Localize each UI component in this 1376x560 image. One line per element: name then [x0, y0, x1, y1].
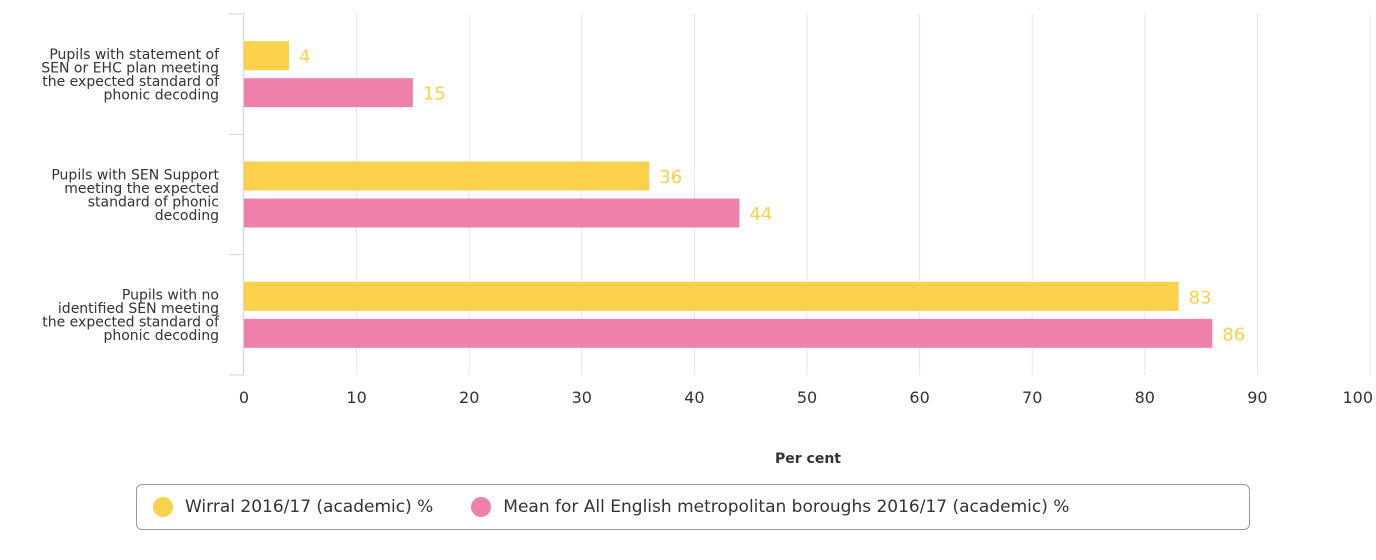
bars [244, 41, 1213, 348]
x-tick-label: 60 [909, 388, 929, 407]
x-tick-label: 20 [459, 388, 479, 407]
legend-marker-metropolitan-mean [471, 497, 492, 517]
bar-metropolitan-mean[interactable] [244, 78, 413, 108]
bar-metropolitan-mean[interactable] [244, 198, 740, 228]
bar-chart: 4 15 36 44 83 86 Pupils with statement of SEN … [41, 13, 1373, 467]
x-tick-label: 30 [572, 388, 592, 407]
data-label: 44 [749, 204, 772, 225]
grid-lines [356, 14, 1371, 375]
x-axis-title: Per cent [775, 451, 841, 467]
bar-wirral[interactable] [244, 161, 650, 191]
x-tick-label: 10 [346, 388, 366, 407]
data-label: 15 [423, 84, 446, 105]
data-label: 36 [659, 167, 682, 188]
legend-marker-wirral [153, 497, 173, 517]
x-tick-label: 50 [797, 388, 817, 407]
x-tick-label: 0 [239, 388, 249, 407]
category-label: Pupils with statement of SEN or EHC plan … [41, 47, 220, 103]
x-tick-label: 70 [1022, 388, 1042, 407]
x-tick-label: 100 [1342, 388, 1373, 407]
data-label: 83 [1189, 287, 1212, 308]
data-labels: 4 15 36 44 83 86 [299, 47, 1245, 346]
legend-item-metropolitan-mean[interactable]: Mean for All English metropolitan boroug… [471, 497, 1069, 517]
category-axis [229, 13, 244, 376]
bar-metropolitan-mean[interactable] [244, 318, 1213, 348]
legend-label-metropolitan-mean: Mean for All English metropolitan boroug… [503, 497, 1070, 517]
data-label: 86 [1222, 324, 1245, 345]
x-tick-label: 80 [1135, 388, 1155, 407]
legend-item-wirral[interactable]: Wirral 2016/17 (academic) % [153, 497, 433, 517]
bar-wirral[interactable] [244, 281, 1179, 311]
category-label: Pupils with no identified SEN meeting the … [42, 288, 220, 345]
category-label: Pupils with SEN Support meeting the expec… [51, 167, 219, 224]
category-labels: Pupils with statement of SEN or EHC plan … [41, 47, 220, 344]
legend: Wirral 2016/17 (academic) % Mean for All… [136, 484, 1250, 530]
bar-wirral[interactable] [244, 41, 290, 71]
x-tick-label: 40 [684, 388, 704, 407]
legend-label-wirral: Wirral 2016/17 (academic) % [185, 497, 434, 517]
data-label: 4 [299, 47, 310, 68]
x-tick-labels: 0 10 20 30 40 50 60 70 80 90 100 [239, 388, 1373, 407]
x-tick-label: 90 [1247, 388, 1267, 407]
